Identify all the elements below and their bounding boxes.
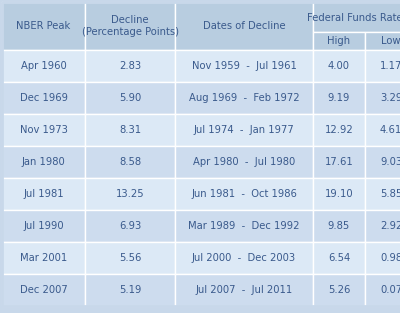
Text: Jul 2000  -  Dec 2003: Jul 2000 - Dec 2003: [192, 253, 296, 263]
Bar: [365, 274, 400, 306]
Bar: [365, 50, 400, 82]
Bar: [313, 32, 365, 50]
Text: 17.61: 17.61: [325, 157, 353, 167]
Bar: [175, 146, 313, 178]
Text: Dec 2007: Dec 2007: [20, 285, 67, 295]
Bar: [85, 242, 175, 274]
Bar: [85, 178, 175, 210]
Text: Mar 1989  -  Dec 1992: Mar 1989 - Dec 1992: [188, 221, 300, 231]
Bar: [175, 274, 313, 306]
Text: Jul 1974  -  Jan 1977: Jul 1974 - Jan 1977: [194, 125, 294, 135]
Bar: [2, 82, 85, 114]
Bar: [313, 82, 365, 114]
Text: Dates of Decline: Dates of Decline: [203, 21, 285, 31]
Bar: [365, 242, 400, 274]
Text: Jul 1981: Jul 1981: [23, 189, 64, 199]
Text: 2.92: 2.92: [380, 221, 400, 231]
Bar: [2, 2, 85, 50]
Text: Decline
(Percentage Points): Decline (Percentage Points): [82, 15, 178, 37]
Text: Mar 2001: Mar 2001: [20, 253, 67, 263]
Bar: [365, 210, 400, 242]
Text: 9.85: 9.85: [328, 221, 350, 231]
Bar: [313, 50, 365, 82]
Text: 5.90: 5.90: [119, 93, 141, 103]
Bar: [175, 178, 313, 210]
Bar: [313, 178, 365, 210]
Text: 0.07: 0.07: [380, 285, 400, 295]
Bar: [313, 146, 365, 178]
Bar: [365, 146, 400, 178]
Bar: [313, 2, 400, 32]
Text: 1.17: 1.17: [380, 61, 400, 71]
Bar: [175, 210, 313, 242]
Text: Apr 1980  -  Jul 1980: Apr 1980 - Jul 1980: [193, 157, 295, 167]
Text: Jul 2007  -  Jul 2011: Jul 2007 - Jul 2011: [195, 285, 293, 295]
Text: NBER Peak: NBER Peak: [16, 21, 71, 31]
Text: 3.29: 3.29: [380, 93, 400, 103]
Text: Apr 1960: Apr 1960: [21, 61, 66, 71]
Bar: [365, 114, 400, 146]
Text: 19.10: 19.10: [325, 189, 353, 199]
Text: 9.03: 9.03: [380, 157, 400, 167]
Text: 6.54: 6.54: [328, 253, 350, 263]
Bar: [175, 50, 313, 82]
Text: 13.25: 13.25: [116, 189, 144, 199]
Bar: [2, 146, 85, 178]
Bar: [2, 210, 85, 242]
Text: 5.26: 5.26: [328, 285, 350, 295]
Bar: [2, 242, 85, 274]
Text: 8.31: 8.31: [119, 125, 141, 135]
Bar: [313, 242, 365, 274]
Bar: [175, 82, 313, 114]
Text: Nov 1959  -  Jul 1961: Nov 1959 - Jul 1961: [192, 61, 296, 71]
Bar: [313, 210, 365, 242]
Text: 5.85: 5.85: [380, 189, 400, 199]
Bar: [85, 210, 175, 242]
Text: 5.56: 5.56: [119, 253, 141, 263]
Bar: [175, 2, 313, 50]
Bar: [2, 274, 85, 306]
Text: 6.93: 6.93: [119, 221, 141, 231]
Bar: [365, 178, 400, 210]
Text: Aug 1969  -  Feb 1972: Aug 1969 - Feb 1972: [189, 93, 299, 103]
Bar: [2, 178, 85, 210]
Text: High: High: [328, 36, 350, 46]
Bar: [85, 2, 175, 50]
Text: Low: Low: [381, 36, 400, 46]
Text: 12.92: 12.92: [325, 125, 353, 135]
Bar: [85, 146, 175, 178]
Text: Jun 1981  -  Oct 1986: Jun 1981 - Oct 1986: [191, 189, 297, 199]
Bar: [85, 82, 175, 114]
Text: 8.58: 8.58: [119, 157, 141, 167]
Text: 4.00: 4.00: [328, 61, 350, 71]
Bar: [2, 114, 85, 146]
Bar: [85, 114, 175, 146]
Text: Jul 1990: Jul 1990: [23, 221, 64, 231]
Text: Nov 1973: Nov 1973: [20, 125, 68, 135]
Bar: [85, 50, 175, 82]
Bar: [2, 50, 85, 82]
Text: Dec 1969: Dec 1969: [20, 93, 68, 103]
Bar: [313, 114, 365, 146]
Text: 5.19: 5.19: [119, 285, 141, 295]
Bar: [365, 82, 400, 114]
Text: Federal Funds Rate (%): Federal Funds Rate (%): [307, 12, 400, 22]
Text: 0.98: 0.98: [380, 253, 400, 263]
Bar: [85, 274, 175, 306]
Text: 4.61: 4.61: [380, 125, 400, 135]
Bar: [175, 242, 313, 274]
Text: Jan 1980: Jan 1980: [22, 157, 65, 167]
Text: 2.83: 2.83: [119, 61, 141, 71]
Bar: [313, 274, 365, 306]
Text: 9.19: 9.19: [328, 93, 350, 103]
Bar: [365, 32, 400, 50]
Bar: [175, 114, 313, 146]
